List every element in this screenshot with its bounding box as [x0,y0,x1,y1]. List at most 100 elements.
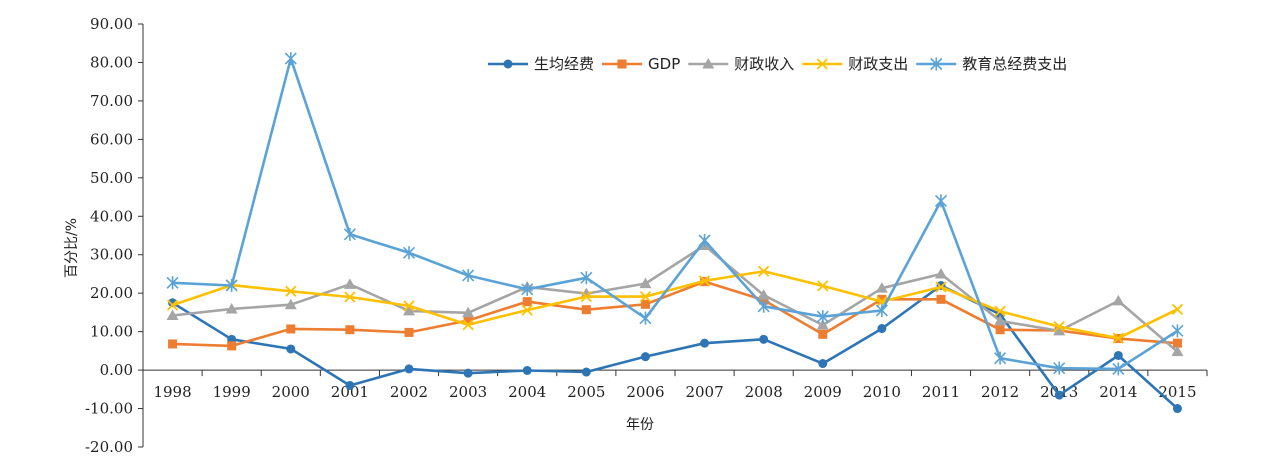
data-point [639,311,652,325]
y-tick-label: 50.00 [90,169,133,187]
data-point [1053,361,1066,375]
legend-item: 生均经费 [488,55,594,73]
data-point [935,281,947,293]
data-point [463,368,473,378]
data-point [994,351,1007,365]
x-tick-label: 2010 [863,383,901,401]
data-point [1171,345,1184,357]
series-4 [166,265,1184,344]
data-point [639,291,652,303]
data-point [757,299,770,313]
series-1 [168,280,1182,414]
data-point [877,324,887,334]
data-point [1112,362,1125,376]
data-point [877,294,887,304]
x-tick-label: 2008 [745,383,783,401]
y-tick-label: 20.00 [90,284,133,302]
y-tick-label: 70.00 [90,92,133,110]
y-tick-label: 40.00 [90,207,133,225]
data-point [463,315,473,325]
data-point [757,289,770,300]
x-tick-label: 2002 [390,383,428,401]
legend-label: 生均经费 [534,55,594,73]
data-point [640,299,650,309]
x-tick-label: 2012 [981,383,1019,401]
y-axis-title: 百分比/% [64,218,80,278]
x-tick-label: 2014 [1099,383,1137,401]
data-point [521,282,534,296]
data-point [700,338,710,348]
legend: 生均经费 GDP 财政收入 财政支出 教育总经费支出 [488,55,1067,73]
axes [138,23,1208,448]
data-point [936,294,946,304]
data-point [166,309,179,320]
data-point [817,280,829,292]
data-point [698,275,711,287]
data-point [580,291,592,303]
data-point [1053,324,1066,336]
data-point [1053,321,1065,333]
y-tick-label: 80.00 [90,53,133,71]
data-point [818,359,828,369]
data-point [1112,332,1124,344]
x-tick-label: 1999 [213,383,251,401]
data-point [875,303,888,317]
series-line [172,280,1178,348]
data-point [1113,350,1123,360]
data-point [462,306,475,318]
data-point [994,305,1006,317]
data-point [758,265,770,277]
y-tick-label: -10.00 [85,400,133,418]
series-5 [166,52,1184,376]
legend-marker [930,57,943,71]
x-tick-label: 2001 [331,383,369,401]
y-tick-label: 30.00 [90,246,133,264]
data-point [403,304,415,316]
data-point [284,298,297,310]
x-tick-label: 2005 [567,383,605,401]
data-point [934,194,948,208]
legend-label: 教育总经费支出 [962,55,1067,73]
x-tick-label: 2000 [272,383,310,401]
y-tick-label: 90.00 [90,15,133,33]
data-point [875,282,888,293]
legend-label: 财政收入 [734,55,794,73]
y-tick-label: 0.00 [100,361,133,379]
x-tick-label: 2009 [804,383,842,401]
data-point [1112,294,1125,306]
data-point [639,277,652,289]
data-point [404,327,414,337]
data-point [343,278,356,289]
data-point [581,367,591,377]
legend-item: 财政支出 [802,55,908,73]
y-tick-label: 60.00 [90,130,133,148]
data-point [995,325,1005,335]
data-point [521,304,533,316]
data-point [640,352,650,362]
y-tick-labels: -20.00 -10.00 0.00 10.00 20.00 30.00 40.00 50.0… [85,15,133,456]
data-point [402,246,416,260]
data-point [404,364,414,374]
legend-marker [617,59,627,69]
data-point [1171,324,1184,338]
data-point [816,319,829,330]
data-point [286,344,296,354]
data-point [345,325,355,335]
legend-marker [702,58,715,69]
legend-label: 财政支出 [848,55,908,73]
data-point [403,300,415,312]
data-point [166,276,179,290]
series-line [172,244,1179,353]
data-point [935,267,947,279]
y-tick-label: 10.00 [90,323,133,341]
x-tick-label: 2007 [685,383,723,401]
series-line [171,284,1179,410]
data-point [344,291,356,303]
data-point [1054,390,1064,400]
data-point [225,278,238,292]
data-point [816,310,829,324]
x-tick-label: 2004 [508,383,546,401]
x-tick-label: 2011 [922,383,960,401]
x-tick-label: 1998 [153,383,191,401]
data-point [1172,404,1182,414]
